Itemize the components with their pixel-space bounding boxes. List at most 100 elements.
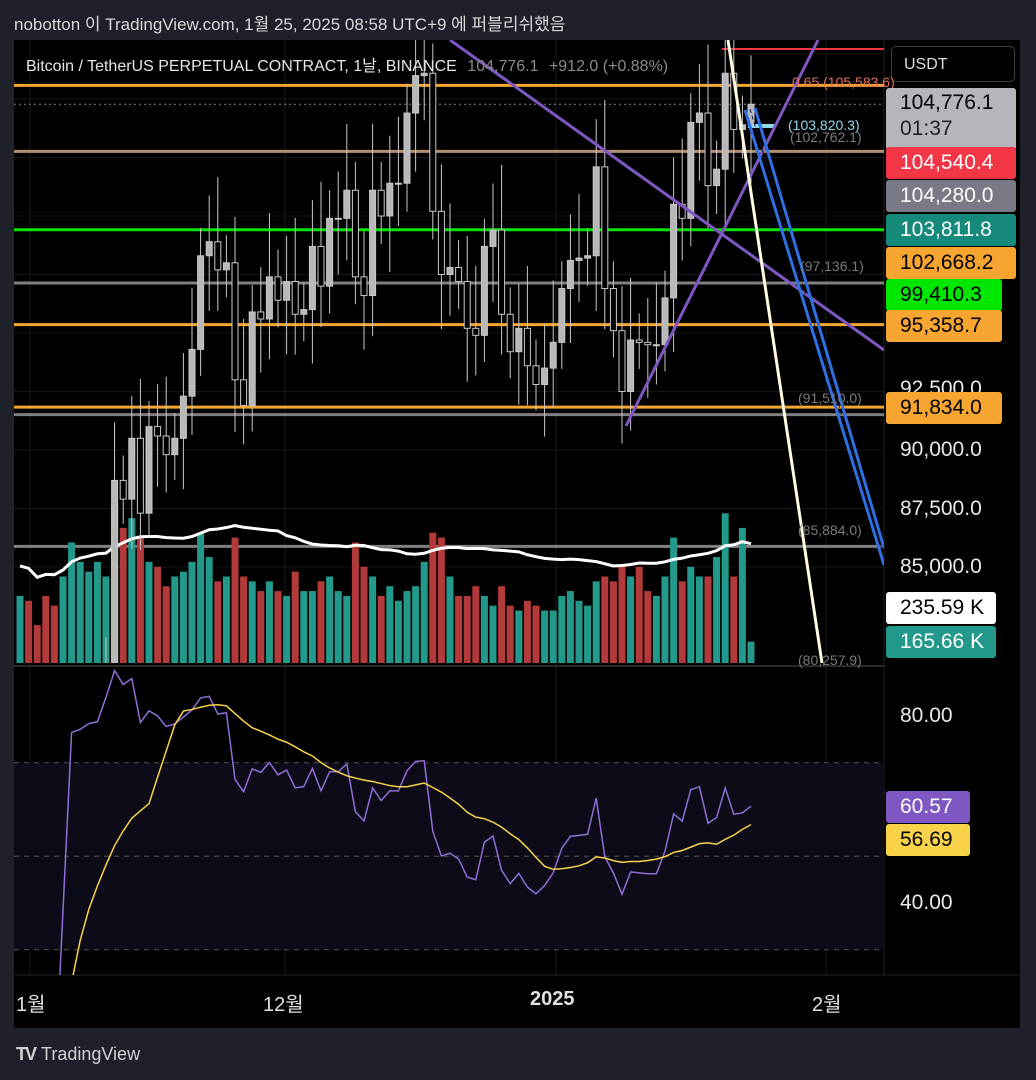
volume-bar: [609, 581, 617, 663]
candle-body: [489, 229, 497, 247]
candle-body: [420, 72, 428, 77]
candle-body: [644, 341, 652, 346]
volume-bar: [592, 581, 600, 663]
volume-bar: [50, 605, 58, 663]
volume-bar: [549, 610, 557, 663]
candle-body: [145, 426, 153, 514]
volume-bar: [351, 542, 359, 663]
volume-bar: [93, 561, 101, 663]
tradingview-logo-icon[interactable]: TV: [16, 1044, 37, 1064]
candle-body: [136, 437, 144, 514]
legend-change: +912.0 (+0.88%): [548, 58, 669, 75]
volume-bar: [394, 600, 402, 663]
volume-bar: [76, 561, 84, 663]
price-label: 104,540.4: [886, 147, 1016, 179]
volume-bar: [446, 576, 454, 663]
rsi-tick: 80.00: [900, 704, 953, 727]
candle-body: [652, 344, 660, 347]
candle-body: [566, 259, 574, 290]
volume-bar: [59, 576, 67, 663]
candle-body: [274, 276, 282, 301]
candle-body: [627, 339, 635, 392]
candle-body: [412, 75, 420, 114]
volume-ma-line: [19, 524, 752, 579]
volume-bar: [429, 532, 437, 663]
volume-bar: [25, 600, 33, 663]
volume-bar: [283, 595, 291, 663]
candle-body: [111, 479, 119, 663]
candle-body: [188, 348, 196, 397]
price-label: 95,358.7: [886, 310, 1002, 342]
candle-body: [446, 266, 454, 276]
candle-body: [308, 245, 316, 311]
candle-body: [661, 297, 669, 346]
currency-button[interactable]: USDT: [891, 46, 1015, 82]
price-label: 103,811.8: [886, 214, 1016, 246]
volume-bar: [291, 571, 299, 663]
candle-body: [541, 367, 549, 385]
volume-bar: [558, 595, 566, 663]
time-tick: 1월: [16, 994, 46, 1016]
volume-bar: [154, 566, 162, 663]
volume-bar: [704, 576, 712, 663]
candle-body: [695, 112, 703, 123]
candle-body: [713, 168, 721, 187]
candle-body: [558, 288, 566, 343]
volume-bar: [248, 581, 256, 663]
bar-countdown: 01:37: [900, 117, 953, 140]
volume-bar: [601, 576, 609, 663]
volume-bar: [670, 537, 678, 663]
volume-bar: [42, 595, 50, 663]
candle-body: [463, 281, 471, 329]
volume-bar: [721, 513, 729, 663]
volume-bar: [747, 641, 755, 663]
candle-body: [687, 121, 695, 219]
candle-body: [394, 182, 402, 185]
volume-bar: [515, 610, 523, 663]
volume-bar: [265, 581, 273, 663]
volume-bar: [300, 591, 308, 663]
candle-body: [670, 203, 678, 299]
publish-caption: nobotton 이 TradingView.com, 1월 25, 2025 …: [14, 15, 566, 34]
candle-body: [197, 255, 205, 350]
volume-bar: [627, 576, 635, 663]
volume-bar: [566, 591, 574, 663]
volume-bar: [377, 595, 385, 663]
candle-body: [515, 327, 523, 353]
volume-bar: [33, 625, 41, 663]
candle-body: [205, 241, 213, 257]
time-tick: 2월: [812, 994, 842, 1016]
candle-body: [386, 182, 394, 217]
price-tick: 85,000.0: [900, 555, 982, 578]
candle-body: [334, 217, 342, 220]
candle-body: [498, 229, 506, 315]
trendline: [726, 40, 824, 663]
candle-body: [171, 437, 179, 456]
candle-body: [231, 262, 239, 381]
symbol-title[interactable]: Bitcoin / TetherUS PERPETUAL CONTRACT, 1…: [26, 58, 457, 75]
volume-bar: [162, 586, 170, 663]
rsi-tick: 40.00: [900, 891, 953, 914]
last-price: 104,776.1: [900, 91, 994, 114]
volume-bar: [575, 600, 583, 663]
candle-body: [618, 330, 626, 393]
candle-body: [523, 327, 531, 367]
time-tick: 2025: [530, 988, 575, 1010]
volume-bar: [257, 591, 265, 663]
volume-bar: [16, 595, 24, 663]
volume-bar: [317, 581, 325, 663]
volume-bar: [738, 527, 746, 663]
candle-body: [222, 262, 230, 271]
candle-body: [369, 189, 377, 297]
volume-ma-label: 235.59 K: [886, 592, 996, 624]
candle-body: [480, 245, 488, 336]
price-label: 102,668.2: [886, 247, 1016, 279]
time-tick: 12월: [263, 994, 304, 1016]
footer-brand[interactable]: TradingView: [41, 1044, 141, 1064]
candle-body: [575, 257, 583, 261]
rsi-pane: [14, 668, 884, 975]
price-pane: [14, 40, 884, 663]
candle-body: [343, 189, 351, 219]
volume-label: 165.66 K: [886, 626, 996, 658]
